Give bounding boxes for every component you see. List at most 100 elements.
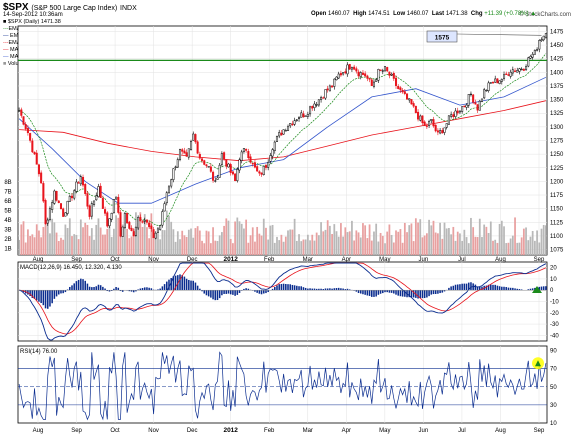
volume-bar	[306, 234, 309, 255]
price-tick-label: 1100	[550, 234, 564, 240]
macd-histogram-bar	[395, 290, 397, 295]
macd-histogram-bar	[53, 290, 56, 299]
candle-body	[428, 121, 431, 126]
candle-body	[234, 173, 237, 181]
macd-histogram-bar	[373, 290, 375, 297]
candle-body	[291, 123, 294, 126]
volume-bar	[238, 221, 241, 255]
rsi-line	[18, 351, 547, 421]
candle-body	[106, 212, 109, 227]
macd-histogram-bar	[545, 286, 547, 291]
gridlines	[18, 26, 547, 423]
candle-body	[77, 182, 80, 184]
candle-body	[88, 205, 91, 217]
candle-body	[95, 195, 98, 201]
volume-tick-label: 3B	[4, 228, 11, 234]
price-tick-label: 1300	[550, 125, 564, 131]
candle-body	[35, 152, 38, 165]
x-tick-label: Sep	[534, 428, 545, 434]
candle-body	[432, 119, 435, 127]
macd-histogram-bar	[201, 290, 203, 292]
x-tick-label: Sep	[71, 428, 82, 434]
volume-bar	[267, 239, 270, 255]
price-tick-label: 1425	[550, 57, 564, 63]
macd-histogram-bar	[60, 290, 62, 294]
candle-body	[245, 148, 248, 151]
candle-body	[238, 159, 241, 171]
candle-body	[331, 85, 334, 88]
volume-bar	[236, 217, 239, 255]
volume-bar	[95, 224, 98, 255]
candle-body	[344, 71, 347, 74]
volume-bar	[223, 225, 225, 255]
candle-body	[194, 134, 197, 143]
volume-bar	[247, 242, 250, 255]
macd-histogram-bar	[285, 284, 287, 291]
macd-histogram-bar	[265, 290, 267, 294]
macd-histogram-bar	[44, 290, 47, 309]
volume-bar	[152, 230, 155, 255]
macd-histogram-bar	[33, 290, 36, 299]
macd-histogram-bar	[401, 290, 404, 297]
macd-histogram-bar	[55, 290, 58, 297]
callout-box	[426, 30, 458, 43]
volume-bar	[298, 234, 300, 255]
volume-bar	[154, 233, 157, 255]
candle-body	[156, 228, 159, 233]
macd-histogram-bar	[38, 290, 40, 302]
candle-body	[278, 132, 281, 137]
volume-bar	[317, 235, 320, 255]
macd-histogram-bar	[170, 278, 172, 291]
volume-bar	[507, 242, 510, 255]
candle-body	[443, 127, 446, 133]
macd-histogram-bar	[115, 286, 117, 291]
candle-body	[187, 148, 190, 158]
candle-body	[123, 213, 126, 228]
volume-bar	[101, 234, 104, 255]
candle-body	[51, 202, 54, 210]
macd-histogram-bar	[448, 287, 450, 291]
volume-bar	[359, 237, 362, 255]
volume-bar	[24, 242, 27, 255]
macd-histogram-bar	[507, 287, 510, 291]
candle-body	[335, 76, 338, 81]
volume-bar	[503, 226, 505, 255]
rsi-up-arrow-icon	[535, 360, 541, 367]
candle-body	[101, 198, 104, 209]
macd-histogram-bar	[443, 290, 446, 292]
x-tick-label: Apr	[342, 428, 351, 434]
candle-body	[181, 149, 184, 152]
macd-histogram-bar	[276, 285, 278, 291]
candle-body	[480, 98, 483, 103]
volume-bar	[538, 242, 541, 255]
macd-tick-label: 0	[550, 288, 554, 294]
macd-histogram-bar	[470, 282, 472, 291]
x-tick-label: 2012	[223, 427, 238, 434]
candle-body	[430, 119, 433, 121]
candle-body	[108, 218, 111, 227]
volume-bar	[227, 220, 230, 255]
price-tick-label: 1475	[550, 29, 564, 35]
x-tick-label: Mar	[303, 428, 313, 434]
macd-histogram-bar	[408, 290, 411, 298]
macd-histogram-bar	[311, 288, 314, 291]
volume-bar	[117, 217, 120, 255]
candle-body	[346, 64, 349, 75]
volume-bar	[137, 217, 140, 255]
volume-bar	[179, 239, 181, 255]
volume-bar	[192, 237, 195, 255]
candle-body	[531, 53, 534, 58]
macd-histogram-bar	[432, 290, 435, 295]
macd-histogram-bar	[463, 283, 466, 291]
last-label: Last	[431, 11, 445, 17]
volume-bar	[529, 236, 532, 255]
volume-bar	[425, 233, 428, 255]
candle-body	[170, 179, 173, 187]
candle-body	[507, 74, 510, 76]
candle-body	[313, 103, 316, 108]
volume-bar	[302, 239, 305, 255]
macd-histogram-bar	[188, 279, 190, 291]
volume-bar	[93, 239, 95, 255]
volume-bar	[520, 237, 523, 255]
macd-histogram-bar	[225, 290, 228, 294]
